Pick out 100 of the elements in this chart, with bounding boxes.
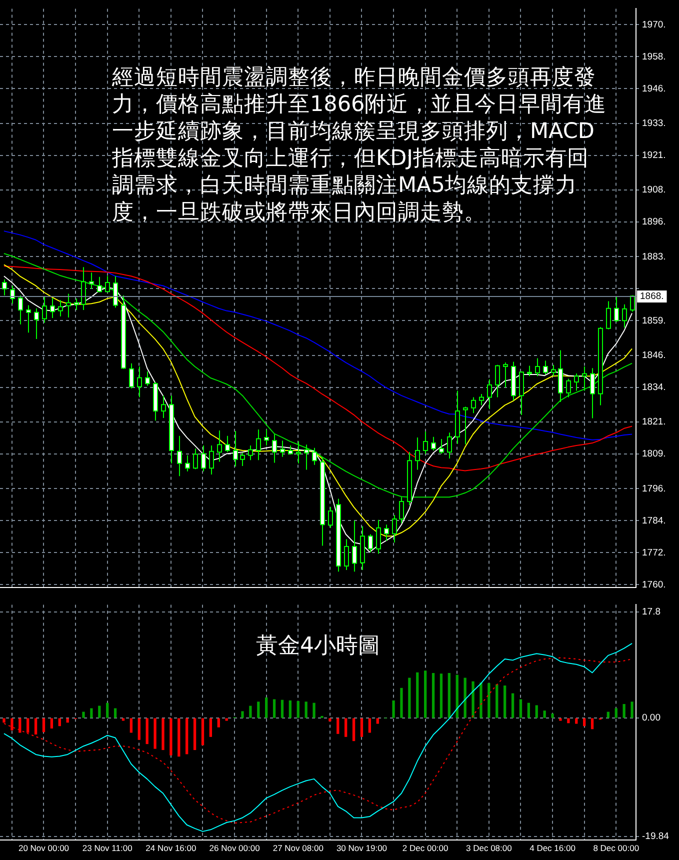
x-tick-label: 20 Nov 00:00 — [18, 843, 70, 854]
y-tick-label: 1958. — [642, 51, 666, 62]
bar — [400, 688, 403, 718]
bar — [201, 718, 204, 746]
annotation: 經過短時間震盪調整後，昨日晚間金價多頭再度發力，價格高點推升至1866附近，並且今日早間有進一步延續跡象，目前均線簇呈現多頭排列，MACD指標雙線金叉向上運行，但KDJ指標走高暗示有回調需求，白天時間需重點關注MA5均線的支撐力度，一旦跌破或將帶來日內回調走勢。 — [112, 64, 608, 226]
bar — [26, 718, 30, 733]
x-tick-label: 23 Nov 11:00 — [82, 843, 133, 854]
y-tick-label: 1796. — [642, 483, 666, 494]
y-tick-label: 1970. — [642, 19, 666, 30]
bar — [590, 718, 594, 730]
x-tick-label: 3 Dec 08:00 — [466, 843, 512, 854]
bar — [42, 718, 46, 732]
bar — [98, 706, 101, 718]
bar — [352, 718, 356, 742]
x-tick-label: 8 Dec 00:00 — [593, 843, 640, 854]
bar — [265, 697, 268, 718]
bar — [272, 699, 276, 718]
bar — [217, 718, 220, 728]
bar — [10, 718, 14, 730]
y-tick-label: 1821. — [642, 416, 666, 428]
y-tick-label: 1883. — [642, 251, 666, 262]
bar — [424, 670, 427, 718]
y-tick-label: 1859. — [642, 315, 666, 326]
x-tick-label: 26 Nov 00:00 — [209, 843, 260, 854]
bar — [114, 708, 117, 718]
bar — [154, 718, 156, 749]
bar — [543, 710, 546, 718]
bar — [622, 704, 626, 718]
bar — [249, 706, 252, 718]
bar — [209, 718, 212, 737]
y-tick-label: -19.84 — [642, 831, 669, 842]
bar — [440, 674, 443, 718]
bar — [511, 693, 514, 718]
bar — [304, 702, 308, 718]
bar — [416, 672, 419, 718]
bar — [630, 702, 634, 718]
bar — [472, 681, 474, 718]
bar — [288, 700, 292, 718]
y-tick-label: 1784. — [642, 515, 666, 526]
bar — [257, 702, 260, 718]
y-tick-label: 1834. — [642, 382, 666, 393]
bar — [296, 701, 300, 718]
x-tick-label: 4 Dec 16:00 — [530, 843, 576, 854]
bar — [130, 718, 133, 733]
x-tick-label: 24 Nov 16:00 — [146, 843, 196, 854]
bar — [328, 718, 332, 722]
bar — [456, 674, 458, 718]
bar — [312, 702, 316, 718]
bar — [90, 708, 93, 718]
bar — [575, 718, 578, 724]
y-tick-label: 1896. — [642, 216, 666, 228]
bar — [66, 718, 69, 723]
bar — [614, 708, 618, 718]
bar — [606, 712, 610, 718]
y-tick-label: 1809. — [642, 448, 666, 460]
y-tick-label: 1846. — [642, 350, 666, 361]
y-tick-label: 1946. — [642, 83, 666, 94]
bar — [519, 699, 522, 718]
bar — [551, 714, 554, 718]
x-tick-label: 30 Nov 19:00 — [336, 843, 388, 854]
ref-line-label: 1868. — [640, 291, 664, 302]
bar — [360, 718, 364, 737]
bar — [504, 686, 506, 718]
x-tick-label: 27 Nov 08:00 — [272, 843, 324, 854]
bar — [496, 684, 498, 718]
bar — [567, 718, 570, 724]
y-tick-label: 1933. — [642, 118, 666, 129]
y-tick-label: 17.8 — [642, 606, 660, 618]
bar — [582, 718, 586, 726]
bar — [432, 672, 435, 718]
y-tick-label: 0.00 — [642, 712, 660, 724]
bar — [34, 718, 38, 735]
bar — [170, 718, 172, 756]
bar — [368, 718, 372, 733]
bar — [480, 682, 482, 718]
bar — [448, 672, 451, 718]
bar — [464, 678, 466, 718]
bar — [344, 718, 348, 737]
bar — [336, 718, 340, 734]
bar — [241, 711, 244, 718]
y-tick-label: 1772. — [642, 547, 666, 558]
bar — [122, 718, 125, 721]
bar — [280, 700, 284, 718]
bar — [82, 712, 85, 718]
y-tick-label: 1921. — [642, 150, 666, 161]
bar — [225, 718, 228, 721]
bar — [408, 678, 411, 718]
y-tick-label: 1760. — [642, 579, 666, 590]
y-tick-label: 1908. — [642, 184, 666, 196]
bar — [50, 718, 54, 729]
bar — [146, 718, 148, 744]
bar — [138, 718, 140, 740]
bar — [106, 702, 109, 718]
bar — [186, 718, 188, 754]
text: 黃金4小時圖 — [256, 633, 380, 658]
bar — [193, 718, 196, 750]
bar — [488, 683, 490, 718]
bar — [58, 718, 61, 726]
bar — [535, 705, 538, 718]
bar — [178, 718, 180, 757]
